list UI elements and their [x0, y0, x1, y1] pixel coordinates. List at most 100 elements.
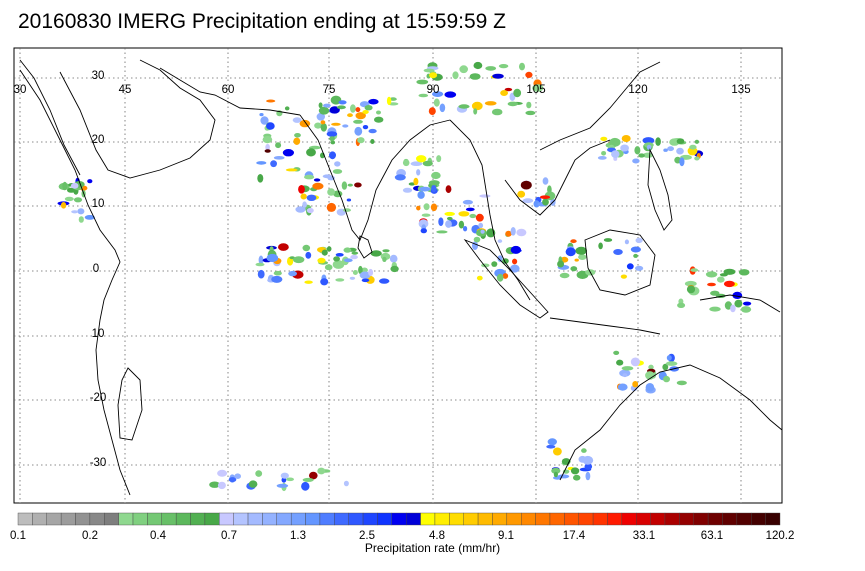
precip-cell — [357, 137, 365, 144]
precip-cell — [382, 256, 387, 262]
color-bar-swatch — [60, 512, 76, 526]
precip-cell — [320, 278, 329, 286]
precip-cell — [262, 136, 273, 144]
precip-cell — [705, 271, 718, 278]
precip-cell — [504, 87, 513, 92]
precip-cell — [338, 100, 347, 105]
precip-cell — [278, 243, 289, 251]
precip-cell — [416, 79, 429, 85]
precip-cell — [382, 249, 390, 253]
coast-red-sea-west — [19, 59, 81, 176]
precip-cell — [694, 156, 700, 161]
precip-cell — [342, 124, 349, 128]
precip-cell — [248, 480, 258, 488]
coast-china — [539, 61, 661, 151]
precip-cell — [645, 371, 655, 380]
precip-cell — [321, 249, 328, 256]
precip-cell — [389, 254, 398, 263]
precip-cell — [217, 469, 228, 477]
precip-cell — [505, 230, 512, 237]
precip-cell — [533, 200, 540, 208]
precip-cell — [458, 104, 470, 109]
map-gridlines — [14, 48, 782, 503]
precip-cell — [358, 265, 363, 275]
precip-cell — [257, 174, 264, 183]
coast-borneo — [584, 229, 656, 296]
lat-label-0: 0 — [92, 263, 100, 275]
precip-cell — [648, 364, 654, 370]
lon-label-105: 105 — [526, 84, 546, 96]
precip-cell — [734, 299, 743, 308]
precip-cell — [298, 185, 305, 194]
precip-cell — [341, 181, 348, 190]
precip-cell — [302, 477, 314, 482]
color-bar-swatch — [420, 512, 436, 526]
precip-cell — [500, 90, 508, 96]
precip-cell — [317, 467, 326, 475]
precip-cell — [334, 161, 341, 167]
precip-cell — [266, 122, 275, 130]
precip-cell — [428, 107, 436, 115]
color-bar-swatch — [607, 512, 623, 526]
color-bar-tick-label: 1.3 — [290, 530, 306, 542]
precip-cell — [368, 98, 379, 105]
precip-cell — [376, 110, 381, 115]
precip-cell — [597, 156, 607, 160]
precip-cell — [684, 280, 697, 287]
color-bar-swatch — [405, 512, 421, 526]
precip-cell — [326, 131, 338, 137]
color-bar-tick-label: 0.2 — [82, 530, 98, 542]
precip-cell — [632, 381, 639, 388]
precip-cell — [284, 106, 290, 111]
precip-cell — [601, 151, 607, 156]
precip-cell — [326, 246, 332, 252]
precip-cell — [71, 210, 79, 214]
precip-cell — [62, 181, 68, 191]
precip-cell — [329, 151, 336, 160]
precip-cell — [663, 148, 668, 152]
precip-cell — [266, 253, 279, 263]
color-bar-swatch — [204, 512, 220, 526]
map-title: 20160830 IMERG Precipitation ending at 1… — [18, 10, 506, 33]
lon-label-90: 90 — [426, 84, 440, 96]
precip-cell — [379, 278, 390, 284]
precip-cell — [432, 91, 444, 97]
precip-cell — [447, 216, 453, 221]
precip-cell — [305, 251, 312, 259]
precip-cell — [476, 275, 483, 281]
precip-cell — [630, 357, 641, 367]
precip-cell — [309, 471, 318, 480]
color-bar-swatch — [391, 512, 407, 526]
precip-cell — [465, 207, 475, 212]
precip-cell — [578, 455, 587, 463]
precip-cell — [458, 220, 465, 229]
precip-cell — [362, 125, 369, 130]
precip-cell — [350, 104, 356, 113]
precip-cell — [463, 226, 468, 232]
color-bar-swatch — [233, 512, 249, 526]
precip-cell — [633, 253, 638, 258]
color-bar-swatch — [535, 512, 551, 526]
precip-cell — [306, 194, 317, 201]
precip-cell — [402, 159, 410, 167]
precip-cell — [314, 122, 322, 129]
precip-cell — [622, 373, 628, 378]
precip-cell — [557, 260, 565, 268]
precip-cell — [473, 61, 483, 70]
precip-cell — [78, 216, 84, 223]
precipitation-map — [13, 47, 783, 504]
lat-label-30: 30 — [91, 70, 105, 82]
precip-cell — [740, 306, 752, 313]
precip-cell — [260, 116, 269, 125]
color-bar-swatch — [722, 512, 738, 526]
precip-cell — [676, 380, 687, 386]
precip-cell — [526, 101, 532, 109]
precip-cell — [510, 264, 520, 273]
color-bar-swatch — [707, 512, 723, 526]
precip-cell — [430, 203, 438, 212]
color-bar-swatch — [118, 512, 134, 526]
precip-cell — [525, 110, 536, 116]
precip-cell — [723, 280, 735, 288]
precip-cell — [353, 119, 363, 124]
precip-cell — [603, 238, 613, 242]
